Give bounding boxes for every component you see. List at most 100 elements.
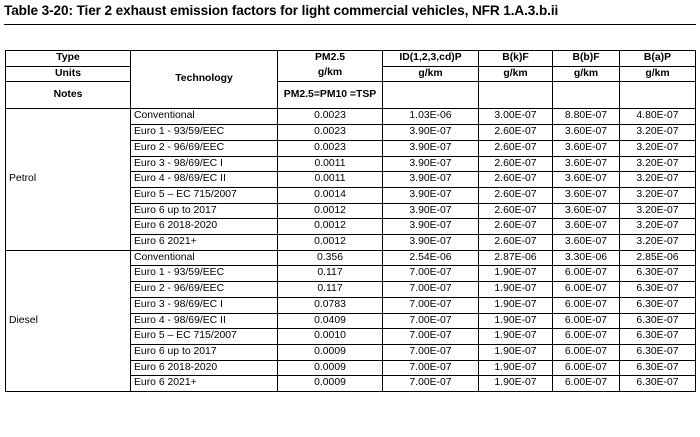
- caption-rule: [4, 24, 696, 25]
- unit-cell: g/km: [552, 66, 620, 83]
- technology-cell: Euro 2 - 96/69/EEC: [130, 139, 278, 157]
- value-cell: 6.30E-07: [619, 265, 696, 283]
- value-cell: 6.30E-07: [619, 312, 696, 330]
- value-cell: 6.30E-07: [619, 375, 696, 393]
- table-header: Type Technology PM2.5 ID(1,2,3,cd)P B(k)…: [5, 49, 696, 110]
- value-cell: 6.00E-07: [552, 312, 620, 330]
- value-cell: 0.0009: [277, 343, 383, 361]
- value-cell: 0.117: [277, 281, 383, 298]
- note-cell: [382, 81, 479, 110]
- value-cell: 3.20E-07: [619, 155, 696, 173]
- value-cell: 0.0023: [277, 139, 383, 157]
- value-cell: 6.00E-07: [552, 281, 620, 298]
- value-cell: 1.90E-07: [478, 312, 553, 330]
- header-row-notes: Notes PM2.5=PM10 =TSP: [5, 81, 696, 110]
- value-cell: 0.0012: [277, 202, 383, 220]
- unit-cell: g/km: [277, 66, 383, 83]
- value-cell: 3.20E-07: [619, 186, 696, 204]
- value-cell: 3.90E-07: [382, 234, 479, 251]
- technology-cell: Euro 3 - 98/69/EC I: [130, 155, 278, 173]
- value-cell: 1.03E-06: [382, 108, 479, 126]
- technology-cell: Euro 6 up to 2017: [130, 343, 278, 361]
- technology-header: Technology: [130, 49, 278, 110]
- table-row: Euro 4 - 98/69/EC II 0.0011 3.90E-07 2.60E-…: [6, 171, 696, 188]
- technology-cell: Euro 4 - 98/69/EC II: [130, 171, 278, 188]
- value-cell: 6.00E-07: [552, 265, 620, 283]
- value-cell: 7.00E-07: [382, 265, 479, 283]
- value-cell: 7.00E-07: [382, 296, 479, 314]
- column-header: B(a)P: [619, 50, 696, 67]
- value-cell: 3.60E-07: [552, 171, 620, 188]
- unit-cell: g/km: [619, 66, 696, 83]
- value-cell: 3.90E-07: [382, 202, 479, 220]
- value-cell: 3.60E-07: [552, 124, 620, 141]
- value-cell: 1.90E-07: [478, 296, 553, 314]
- table-row: Euro 6 2021+ 0.0009 7.00E-07 1.90E-07 6.00E-…: [6, 375, 696, 393]
- value-cell: 0.0012: [277, 218, 383, 236]
- column-header: ID(1,2,3,cd)P: [382, 50, 479, 67]
- value-cell: 2.60E-07: [478, 202, 553, 220]
- value-cell: 3.90E-07: [382, 186, 479, 204]
- value-cell: 7.00E-07: [382, 312, 479, 330]
- table-caption: Table 3-20: Tier 2 exhaust emission fact…: [4, 3, 559, 18]
- technology-cell: Conventional: [130, 108, 278, 126]
- note-cell: [552, 81, 620, 110]
- value-cell: 3.20E-07: [619, 171, 696, 188]
- value-cell: 0.0012: [277, 234, 383, 251]
- value-cell: 3.30E-06: [552, 249, 620, 267]
- technology-cell: Euro 5 – EC 715/2007: [130, 186, 278, 204]
- value-cell: 3.60E-07: [552, 139, 620, 157]
- value-cell: 3.60E-07: [552, 218, 620, 236]
- note-cell: PM2.5=PM10 =TSP: [277, 81, 383, 110]
- column-header: PM2.5: [277, 50, 383, 67]
- table-row: Euro 2 - 96/69/EEC 0.0023 3.90E-07 2.60E-07…: [6, 139, 696, 157]
- value-cell: 0.0783: [277, 296, 383, 314]
- value-cell: 7.00E-07: [382, 343, 479, 361]
- value-cell: 2.85E-06: [619, 249, 696, 267]
- value-cell: 1.90E-07: [478, 375, 553, 393]
- value-cell: 2.54E-06: [382, 249, 479, 267]
- value-cell: 8.80E-07: [552, 108, 620, 126]
- technology-cell: Euro 4 - 98/69/EC II: [130, 312, 278, 330]
- technology-cell: Euro 3 - 98/69/EC I: [130, 296, 278, 314]
- value-cell: 3.90E-07: [382, 218, 479, 236]
- units-header: Units: [5, 66, 131, 83]
- technology-cell: Euro 2 - 96/69/EEC: [130, 281, 278, 298]
- value-cell: 3.90E-07: [382, 155, 479, 173]
- value-cell: 2.60E-07: [478, 186, 553, 204]
- value-cell: 0.0023: [277, 124, 383, 141]
- value-cell: 6.30E-07: [619, 281, 696, 298]
- column-header: B(k)F: [478, 50, 553, 67]
- value-cell: 2.87E-06: [478, 249, 553, 267]
- unit-cell: g/km: [382, 66, 479, 83]
- value-cell: 7.00E-07: [382, 359, 479, 377]
- value-cell: 1.90E-07: [478, 328, 553, 345]
- technology-cell: Euro 6 up to 2017: [130, 202, 278, 220]
- value-cell: 4.80E-07: [619, 108, 696, 126]
- value-cell: 7.00E-07: [382, 328, 479, 345]
- value-cell: 3.60E-07: [552, 202, 620, 220]
- value-cell: 0.0011: [277, 155, 383, 173]
- value-cell: 2.60E-07: [478, 218, 553, 236]
- value-cell: 6.30E-07: [619, 343, 696, 361]
- value-cell: 6.00E-07: [552, 296, 620, 314]
- value-cell: 6.30E-07: [619, 328, 696, 345]
- table-row: Euro 3 - 98/69/EC I 0.0783 7.00E-07 1.90E-0…: [6, 296, 696, 314]
- value-cell: 6.00E-07: [552, 359, 620, 377]
- value-cell: 1.90E-07: [478, 343, 553, 361]
- value-cell: 3.90E-07: [382, 124, 479, 141]
- value-cell: 1.90E-07: [478, 265, 553, 283]
- table-row: Euro 6 2018-2020 0.0012 3.90E-07 2.60E-07 3.…: [6, 218, 696, 236]
- notes-header: Notes: [5, 81, 131, 110]
- technology-cell: Euro 1 - 93/59/EEC: [130, 124, 278, 141]
- note-cell: [619, 81, 696, 110]
- value-cell: 0.0011: [277, 171, 383, 188]
- header-row-units: Units g/km g/km g/km g/km g/km: [5, 66, 696, 83]
- value-cell: 6.00E-07: [552, 375, 620, 393]
- value-cell: 0.117: [277, 265, 383, 283]
- value-cell: 2.60E-07: [478, 139, 553, 157]
- column-header: B(b)F: [552, 50, 620, 67]
- value-cell: 3.00E-07: [478, 108, 553, 126]
- technology-cell: Euro 1 - 93/59/EEC: [130, 265, 278, 283]
- value-cell: 2.60E-07: [478, 155, 553, 173]
